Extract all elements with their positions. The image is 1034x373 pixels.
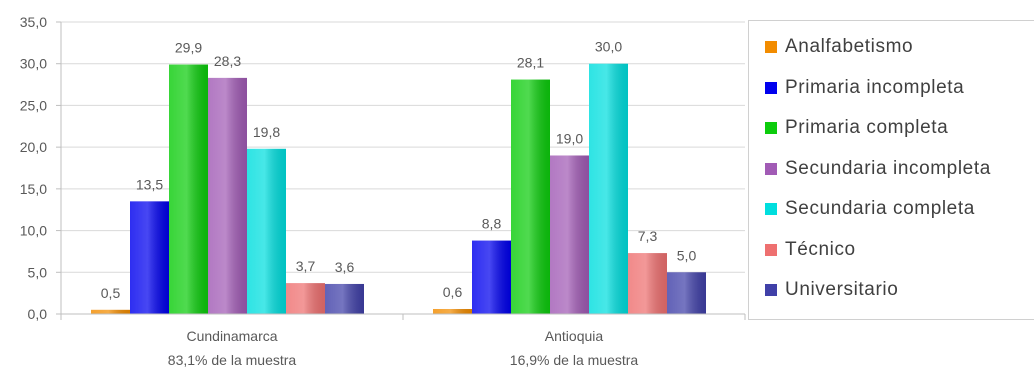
- legend-swatch: [765, 284, 777, 296]
- data-labels: 0,5 13,5 29,9 28,3 19,8 3,7 3,6 0,6 8,8 28,1 19,0 3…: [101, 39, 697, 301]
- y-tick-label: 5,0: [28, 264, 48, 280]
- bars: [91, 63, 706, 315]
- legend-label: Primaria incompleta: [785, 76, 965, 98]
- y-tick-label: 15,0: [20, 181, 47, 197]
- legend-swatch: [765, 81, 777, 94]
- bar-shading: [91, 309, 130, 314]
- legend-item: Primaria completa: [765, 116, 948, 140]
- bar-shading: [433, 308, 472, 314]
- legend-label: Universitario: [785, 279, 899, 300]
- data-label: 3,7: [296, 258, 316, 274]
- legend-item: Primaria incompleta: [765, 76, 964, 100]
- legend-label: Secundaria completa: [785, 198, 975, 219]
- bar-shading: [667, 272, 706, 314]
- axes: [60, 22, 746, 320]
- legend-label: Analfabetismo: [785, 36, 914, 57]
- y-tick-label: 35,0: [20, 14, 47, 30]
- bar-shading: [247, 148, 286, 314]
- y-tick-label: 30,0: [20, 56, 47, 72]
- y-tick-label: 0,0: [28, 306, 48, 322]
- bar-shading: [550, 155, 589, 314]
- data-label: 28,3: [214, 53, 241, 69]
- legend-item: Secundaria completa: [765, 197, 975, 221]
- legend-swatch: [765, 203, 777, 215]
- bar-shading: [472, 240, 511, 314]
- legend-label: Técnico: [785, 238, 856, 260]
- legend: Analfabetismo Primaria incompleta Primaria…: [748, 20, 1034, 320]
- category-sublabel: 83,1% de la muestra: [168, 352, 297, 368]
- bar-shading: [169, 64, 208, 314]
- data-label: 5,0: [677, 247, 697, 263]
- data-label: 0,6: [443, 284, 463, 300]
- bar-shading: [286, 283, 325, 314]
- y-tick-label: 25,0: [20, 97, 47, 113]
- bar-shading: [130, 201, 169, 314]
- legend-swatch: [765, 122, 777, 134]
- data-label: 8,8: [482, 216, 502, 232]
- data-label: 29,9: [175, 40, 202, 56]
- y-tick-label: 20,0: [20, 139, 47, 155]
- y-axis-ticks: 0,0 5,0 10,0 15,0 20,0 25,0 30,0 35,0: [20, 14, 61, 322]
- data-label: 30,0: [595, 39, 622, 55]
- data-label: 0,5: [101, 285, 121, 301]
- legend-item: Secundaria incompleta: [765, 157, 991, 181]
- data-label: 7,3: [638, 228, 658, 244]
- legend-label: Primaria completa: [785, 117, 949, 138]
- category-sublabel: 16,9% de la muestra: [510, 352, 639, 368]
- legend-item: Técnico: [765, 238, 856, 262]
- bar-shading: [511, 79, 550, 315]
- legend-item: Analfabetismo: [765, 35, 913, 59]
- data-label: 19,0: [556, 130, 583, 146]
- legend-item: Universitario: [765, 278, 898, 302]
- bar-shading: [208, 77, 247, 314]
- bar-shading: [628, 253, 667, 314]
- legend-swatch: [765, 243, 777, 256]
- x-axis-categories: Cundinamarca 83,1% de la muestra Antioquia…: [168, 328, 639, 368]
- legend-swatch: [765, 162, 777, 175]
- category-label: Antioquia: [545, 328, 604, 344]
- data-label: 13,5: [136, 176, 163, 192]
- legend-swatch: [765, 41, 777, 53]
- y-tick-label: 10,0: [20, 223, 47, 239]
- data-label: 19,8: [253, 124, 280, 140]
- category-label: Cundinamarca: [186, 328, 277, 344]
- bar-shading: [589, 63, 628, 314]
- legend-label: Secundaria incompleta: [785, 157, 991, 179]
- data-label: 28,1: [517, 55, 544, 71]
- bar-shading: [325, 283, 364, 314]
- data-label: 3,6: [335, 259, 355, 275]
